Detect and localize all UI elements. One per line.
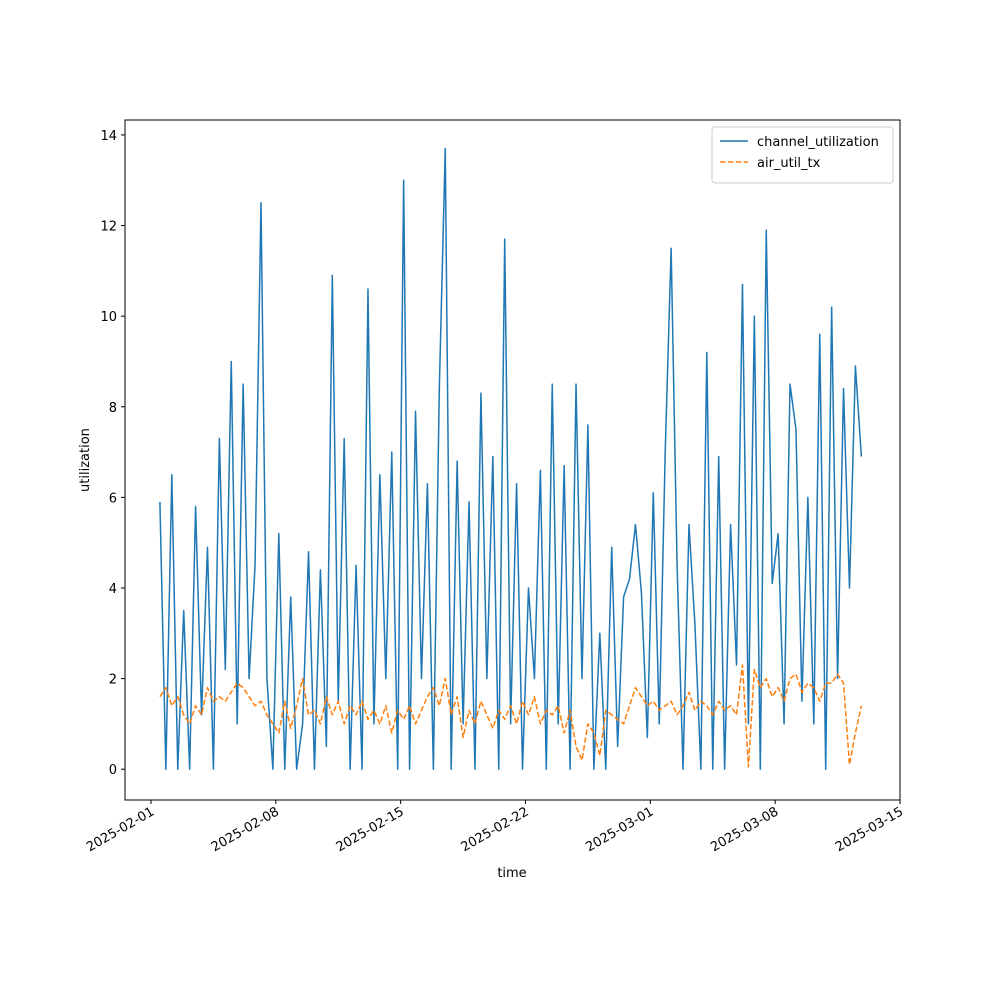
y-tick-label: 6 [109, 491, 117, 506]
y-tick-label: 8 [109, 401, 117, 416]
y-tick-label: 4 [109, 582, 117, 597]
legend-label: channel_utilization [757, 135, 879, 150]
series-line [159, 664, 863, 768]
legend-label: air_util_tx [757, 156, 821, 171]
series-line [159, 147, 863, 770]
y-tick-label: 10 [100, 310, 117, 325]
y-tick-label: 0 [109, 763, 117, 778]
legend-box [711, 126, 894, 184]
y-tick-label: 12 [100, 220, 117, 235]
y-tick-label: 14 [100, 129, 117, 144]
y-tick-label: 2 [109, 673, 117, 688]
y-axis-label: utilization [78, 428, 93, 492]
plot-frame [124, 119, 901, 801]
x-axis-label: time [497, 866, 526, 881]
